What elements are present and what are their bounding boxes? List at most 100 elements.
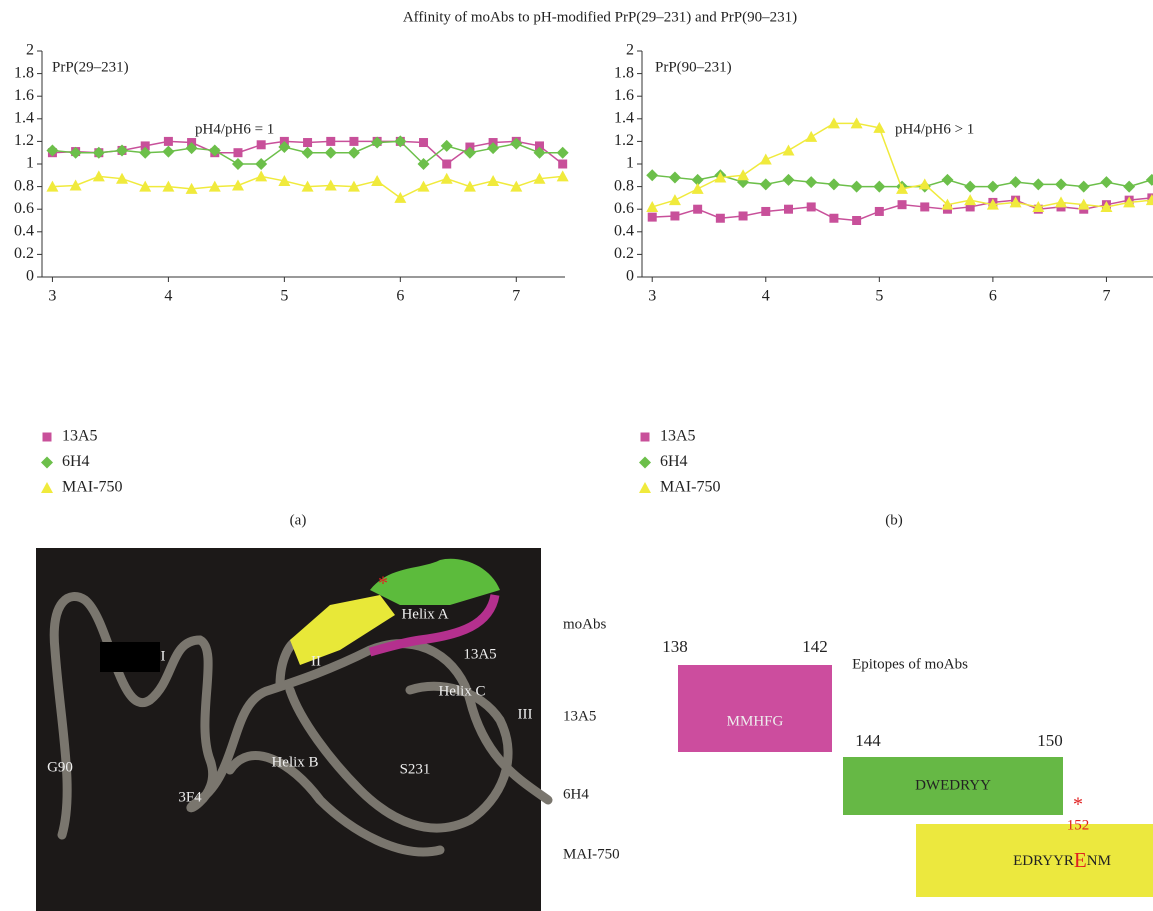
x-tick-label: 6 [989,288,997,305]
data-point [716,214,725,223]
annotation: pH4/pH6 = 1 [195,121,274,137]
y-tick-label: 0.8 [14,177,34,194]
data-point [829,214,838,223]
data-point [919,178,931,189]
x-tick-label: 5 [280,288,288,305]
y-tick-label: 0.4 [14,222,34,239]
x-tick-label: 4 [762,288,770,305]
sequence-part: EDRYYR [1013,853,1074,869]
data-point [851,181,863,193]
y-tick-label: 2 [26,42,34,59]
data-point [303,138,312,147]
data-point [782,144,794,155]
y-tick-label: 1 [26,155,34,172]
data-point [162,146,174,158]
y-tick-label: 0.6 [614,200,634,217]
terminus-label: S231 [400,761,431,777]
annotation: pH4/pH6 > 1 [895,121,974,137]
side-label: 13A5 [563,708,596,724]
data-point [807,202,816,211]
data-point [1055,178,1067,190]
panel-label: PrP(90–231) [655,59,732,75]
data-point [964,181,976,193]
page: Affinity of moAbs to pH-modified PrP(29–… [0,0,1153,911]
data-point [418,181,430,192]
legend-label: MAI-750 [660,479,720,496]
epitope-box [678,665,832,752]
data-point [349,137,358,146]
data-point [164,137,173,146]
data-point [557,147,569,159]
legend-marker [641,433,650,442]
legend-marker [43,433,52,442]
figure: Affinity of moAbs to pH-modified PrP(29–… [0,0,1153,911]
data-point [898,200,907,209]
data-point [852,216,861,225]
y-tick-label: 0.8 [614,177,634,194]
epitopes-title: Epitopes of moAbs [852,656,968,672]
y-tick-label: 0 [26,268,34,285]
x-tick-label: 3 [648,288,656,305]
x-tick-label: 4 [164,288,172,305]
legend-marker [639,482,651,493]
helix-label: Helix C [438,683,485,699]
data-point [394,192,406,203]
figure-title: Affinity of moAbs to pH-modified PrP(29–… [403,9,797,25]
data-point [648,213,657,222]
data-point [257,140,266,149]
legend-label: 6H4 [62,453,90,470]
data-point [739,211,748,220]
side-label: MAI-750 [563,846,620,862]
sequence-part: NM [1087,853,1111,869]
star: * [1073,794,1083,816]
caption: (b) [885,512,903,528]
terminus-label: G90 [47,759,73,775]
y-tick-label: 2 [626,42,634,59]
data-point [646,169,658,181]
side-label: moAbs [563,616,607,632]
data-point [441,173,453,184]
data-point [875,207,884,216]
data-point [325,147,337,159]
y-tick-label: 1.2 [14,132,34,149]
data-point [1055,196,1067,207]
data-point [1032,178,1044,190]
data-point [1146,174,1153,186]
y-tick-label: 0 [626,268,634,285]
data-point [669,172,681,184]
data-point [693,205,702,214]
data-point [784,205,793,214]
data-point [326,137,335,146]
data-point [920,202,929,211]
label-box [100,642,160,672]
data-point [760,153,772,164]
helix-label: Helix B [271,754,318,770]
data-point [1100,176,1112,188]
data-point [828,178,840,190]
sequence: DWEDRYY [915,777,991,793]
data-point [558,160,567,169]
x-tick-label: 5 [875,288,883,305]
y-tick-label: 1.2 [614,132,634,149]
data-point [255,158,267,170]
residue-number: 150 [1037,731,1063,750]
data-point [233,148,242,157]
data-point [1078,181,1090,193]
x-tick-label: 7 [512,288,520,305]
data-point [419,138,428,147]
region-label: I [161,648,166,664]
y-tick-label: 1.4 [14,109,34,126]
epitope-label: 3F4 [178,789,202,805]
data-point [557,170,569,181]
sequence-highlight: E [1074,848,1087,872]
data-point [669,194,681,205]
y-tick-label: 1.8 [14,64,34,81]
y-tick-label: 1.6 [14,87,34,104]
residue-number: 144 [855,731,881,750]
legend-label: 13A5 [660,428,696,445]
image-bg [36,548,541,911]
legend-marker [639,457,651,469]
data-point [760,178,772,190]
sequence: MMHFG [727,713,784,729]
data-point [487,175,499,186]
